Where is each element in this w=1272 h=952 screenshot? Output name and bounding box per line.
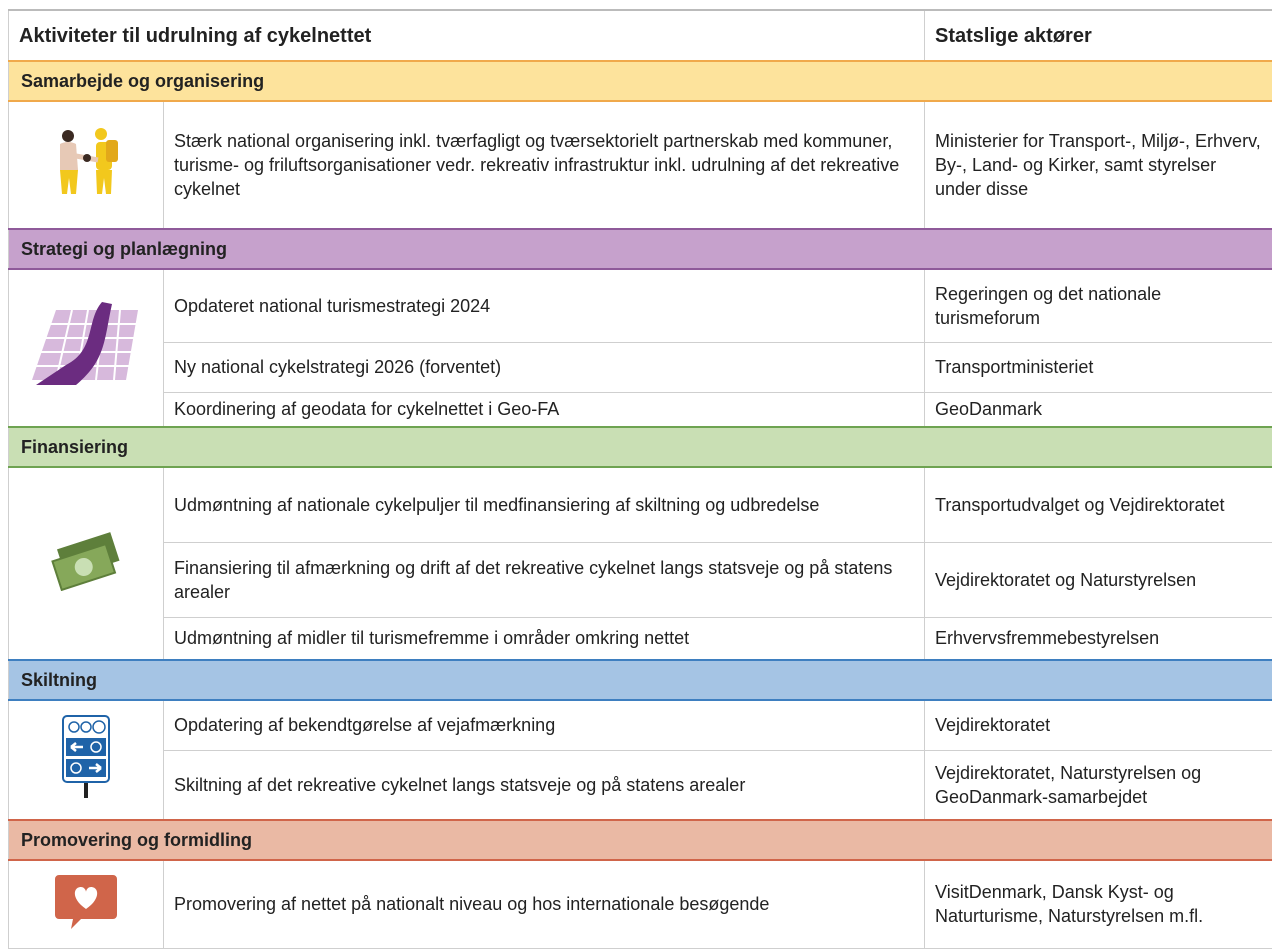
activity: Udmøntning af midler til turismefremme i… — [162, 616, 926, 661]
icon — [51, 531, 120, 591]
activity-row: Opdatering af bekendtgørelse af vejafmær… — [8, 699, 1272, 821]
actors: VisitDenmark, Dansk Kyst- og Naturturism… — [924, 859, 1272, 949]
section-row: Samarbejde og organisering — [7, 60, 1272, 102]
section-icon — [8, 699, 164, 821]
activity: Udmøntning af nationale cykelpuljer til … — [162, 466, 926, 543]
actors: Transportministeriet — [924, 341, 1272, 393]
icon — [60, 128, 118, 194]
activity: Promovering af nettet på nationalt nivea… — [162, 859, 926, 949]
activity: Skiltning af det rekreative cykelnet lan… — [162, 749, 926, 821]
actors: Vejdirektoratet, Naturstyrelsen og GeoDa… — [924, 749, 1272, 821]
section-title: Promovering og formidling — [7, 819, 1272, 861]
icon — [62, 715, 110, 798]
activity-row: Finansiering til afmærkning og drift af … — [9, 541, 1272, 618]
activity-table: Aktiviteter til udrulning af cykelnettet… — [7, 9, 1272, 949]
section-icon — [8, 268, 164, 428]
activity-row: Opdateret national turismestrategi 2024 R… — [8, 268, 1272, 428]
actors: Regeringen og det nationale turismeforum — [924, 268, 1272, 343]
actors: Vejdirektoratet og Naturstyrelsen — [924, 541, 1272, 618]
actors: GeoDanmark — [924, 391, 1272, 428]
section-row: Finansiering — [7, 426, 1272, 468]
activity: Koordinering af geodata for cykelnettet … — [162, 391, 926, 428]
icon — [55, 875, 117, 930]
header-actors: Statslige aktører — [924, 9, 1272, 62]
section-row: Promovering og formidling — [7, 819, 1272, 861]
activity-row: Udmøntning af midler til turismefremme i… — [9, 616, 1272, 661]
section-title: Samarbejde og organisering — [7, 60, 1272, 102]
activity: Ny national cykelstrategi 2026 (forvente… — [162, 341, 926, 393]
activity-row: Promovering af nettet på nationalt nivea… — [8, 859, 1272, 949]
actors: Vejdirektoratet — [924, 699, 1272, 751]
actors: Erhvervsfremmebestyrelsen — [924, 616, 1272, 661]
activity-row: Ny national cykelstrategi 2026 (forvente… — [9, 341, 1272, 393]
section-title: Finansiering — [7, 426, 1272, 468]
section-row: Strategi og planlægning — [7, 228, 1272, 270]
icon — [32, 302, 138, 385]
section-icon — [8, 100, 164, 230]
header-row: Aktiviteter til udrulning af cykelnettet… — [7, 9, 1272, 62]
header-activities: Aktiviteter til udrulning af cykelnettet — [7, 9, 926, 62]
section-icon — [8, 466, 164, 661]
section-row: Skiltning — [7, 659, 1272, 701]
activity: Opdatering af bekendtgørelse af vejafmær… — [162, 699, 926, 751]
section-title: Skiltning — [7, 659, 1272, 701]
activity-row: Koordinering af geodata for cykelnettet … — [9, 391, 1272, 428]
activity-row: Udmøntning af nationale cykelpuljer til … — [8, 466, 1272, 661]
actors: Ministerier for Transport-, Miljø-, Erhv… — [924, 100, 1272, 230]
section-icon — [8, 859, 164, 949]
activity: Stærk national organisering inkl. tværfa… — [162, 100, 926, 230]
section-title: Strategi og planlægning — [7, 228, 1272, 270]
activity: Finansiering til afmærkning og drift af … — [162, 541, 926, 618]
actors: Transportudvalget og Vejdirektoratet — [924, 466, 1272, 543]
activity-row: Skiltning af det rekreative cykelnet lan… — [9, 749, 1272, 821]
activity-row: Stærk national organisering inkl. tværfa… — [8, 100, 1272, 230]
activity: Opdateret national turismestrategi 2024 — [162, 268, 926, 343]
